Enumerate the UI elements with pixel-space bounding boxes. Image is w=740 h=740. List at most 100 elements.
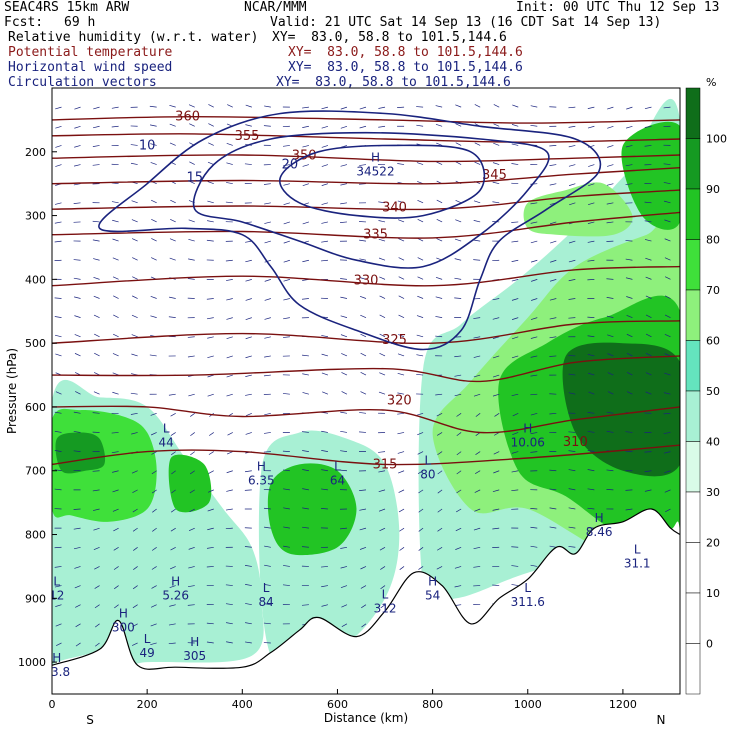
vector-80 — [93, 527, 100, 531]
vector-32 — [73, 164, 81, 167]
vector-512 — [378, 470, 386, 473]
vector-286 — [225, 584, 233, 586]
vector-304 — [245, 374, 252, 377]
vector-940 — [664, 333, 671, 338]
vector-303 — [245, 355, 252, 359]
vector-290 — [245, 104, 252, 108]
vector-147 — [150, 143, 157, 146]
vector-907 — [645, 257, 652, 261]
vector-677 — [492, 298, 500, 301]
vector-132 — [130, 412, 138, 415]
fcst-value: 69 h — [64, 15, 96, 30]
vector-37 — [73, 259, 81, 261]
vector-95 — [112, 257, 119, 261]
vector-527 — [397, 200, 405, 204]
vector-534 — [398, 334, 405, 338]
hl-kind-7: L — [634, 543, 641, 557]
vector-58 — [93, 106, 100, 110]
vector-460 — [340, 585, 348, 589]
vector-856 — [607, 391, 614, 395]
colorbar-tick-100: 100 — [706, 133, 727, 146]
vector-137 — [132, 508, 138, 513]
vector-50 — [73, 508, 81, 510]
vector-585 — [436, 199, 443, 204]
colorbar-level-60 — [685, 289, 701, 341]
vector-313 — [244, 546, 252, 548]
hl-markers: H34522L44H6.35L64L80H10.06H8.46L31.1H5.2… — [52, 150, 651, 679]
vector-198 — [169, 566, 176, 570]
vector-190 — [170, 413, 176, 417]
vector-529 — [398, 238, 405, 242]
vector-563 — [416, 334, 424, 338]
vector-424 — [321, 450, 329, 452]
vector-397 — [302, 488, 309, 491]
vector-644 — [473, 220, 481, 223]
vector-854 — [607, 353, 614, 357]
vector-737 — [530, 336, 538, 339]
vector-212 — [187, 278, 195, 280]
vector-662 — [473, 566, 481, 568]
vector-589 — [435, 276, 443, 280]
vector-211 — [188, 258, 195, 261]
hl-value-6: 8.46 — [586, 525, 613, 539]
vector-857 — [606, 411, 614, 414]
vector-731 — [530, 221, 538, 224]
vector-760 — [549, 221, 557, 225]
vector-564 — [416, 354, 424, 357]
vector-448 — [341, 353, 348, 357]
vector-652 — [473, 374, 481, 378]
vector-243 — [206, 317, 214, 320]
vector-152 — [151, 238, 157, 242]
ytick-label-900: 900 — [25, 592, 46, 605]
vector-259 — [206, 622, 214, 625]
vector-227 — [188, 566, 195, 569]
vector-834 — [587, 527, 595, 529]
vector-910 — [645, 314, 652, 318]
colorbar-tick-50: 50 — [706, 385, 720, 398]
vector-721 — [511, 584, 519, 586]
vector-774 — [549, 488, 557, 491]
vector-143 — [132, 623, 138, 628]
vector-928 — [663, 106, 671, 109]
vector-421 — [322, 391, 329, 395]
vector-275 — [226, 374, 233, 378]
rh-region-9 — [562, 342, 680, 477]
vector-535 — [397, 353, 405, 357]
vector-119 — [130, 162, 138, 165]
vector-911 — [645, 333, 652, 338]
vector-236 — [207, 181, 214, 185]
vector-505 — [379, 333, 386, 338]
vector-204 — [189, 123, 195, 127]
vector-481 — [359, 431, 367, 433]
vector-392 — [302, 392, 310, 395]
vector-702 — [511, 221, 519, 223]
theta-330 — [52, 265, 680, 287]
vector-829 — [587, 430, 595, 433]
vector-444 — [340, 278, 348, 280]
vector-574 — [418, 547, 424, 551]
vector-679 — [492, 336, 500, 339]
vector-567 — [416, 412, 424, 416]
vector-210 — [188, 238, 195, 242]
vector-378 — [302, 125, 309, 128]
vector-156 — [150, 315, 157, 318]
isotach-label-15: 15 — [186, 170, 203, 185]
vector-142 — [132, 604, 138, 609]
vector-686 — [493, 470, 500, 474]
vector-844 — [607, 164, 614, 167]
hl-kind-14: H — [119, 606, 128, 620]
vector-223 — [189, 489, 195, 494]
vector-358 — [283, 298, 290, 301]
vector-532 — [398, 295, 405, 299]
field-vectors-name: Circulation vectors — [8, 75, 157, 90]
vector-502 — [379, 276, 386, 280]
vector-474 — [359, 295, 367, 299]
vector-942 — [664, 372, 671, 376]
hl-kind-2: H — [257, 460, 266, 474]
vector-427 — [320, 508, 328, 510]
vector-319 — [264, 105, 271, 108]
vector-98 — [113, 314, 119, 318]
vector-615 — [455, 219, 462, 223]
ytick-label-500: 500 — [25, 337, 46, 350]
vector-882 — [626, 333, 633, 338]
